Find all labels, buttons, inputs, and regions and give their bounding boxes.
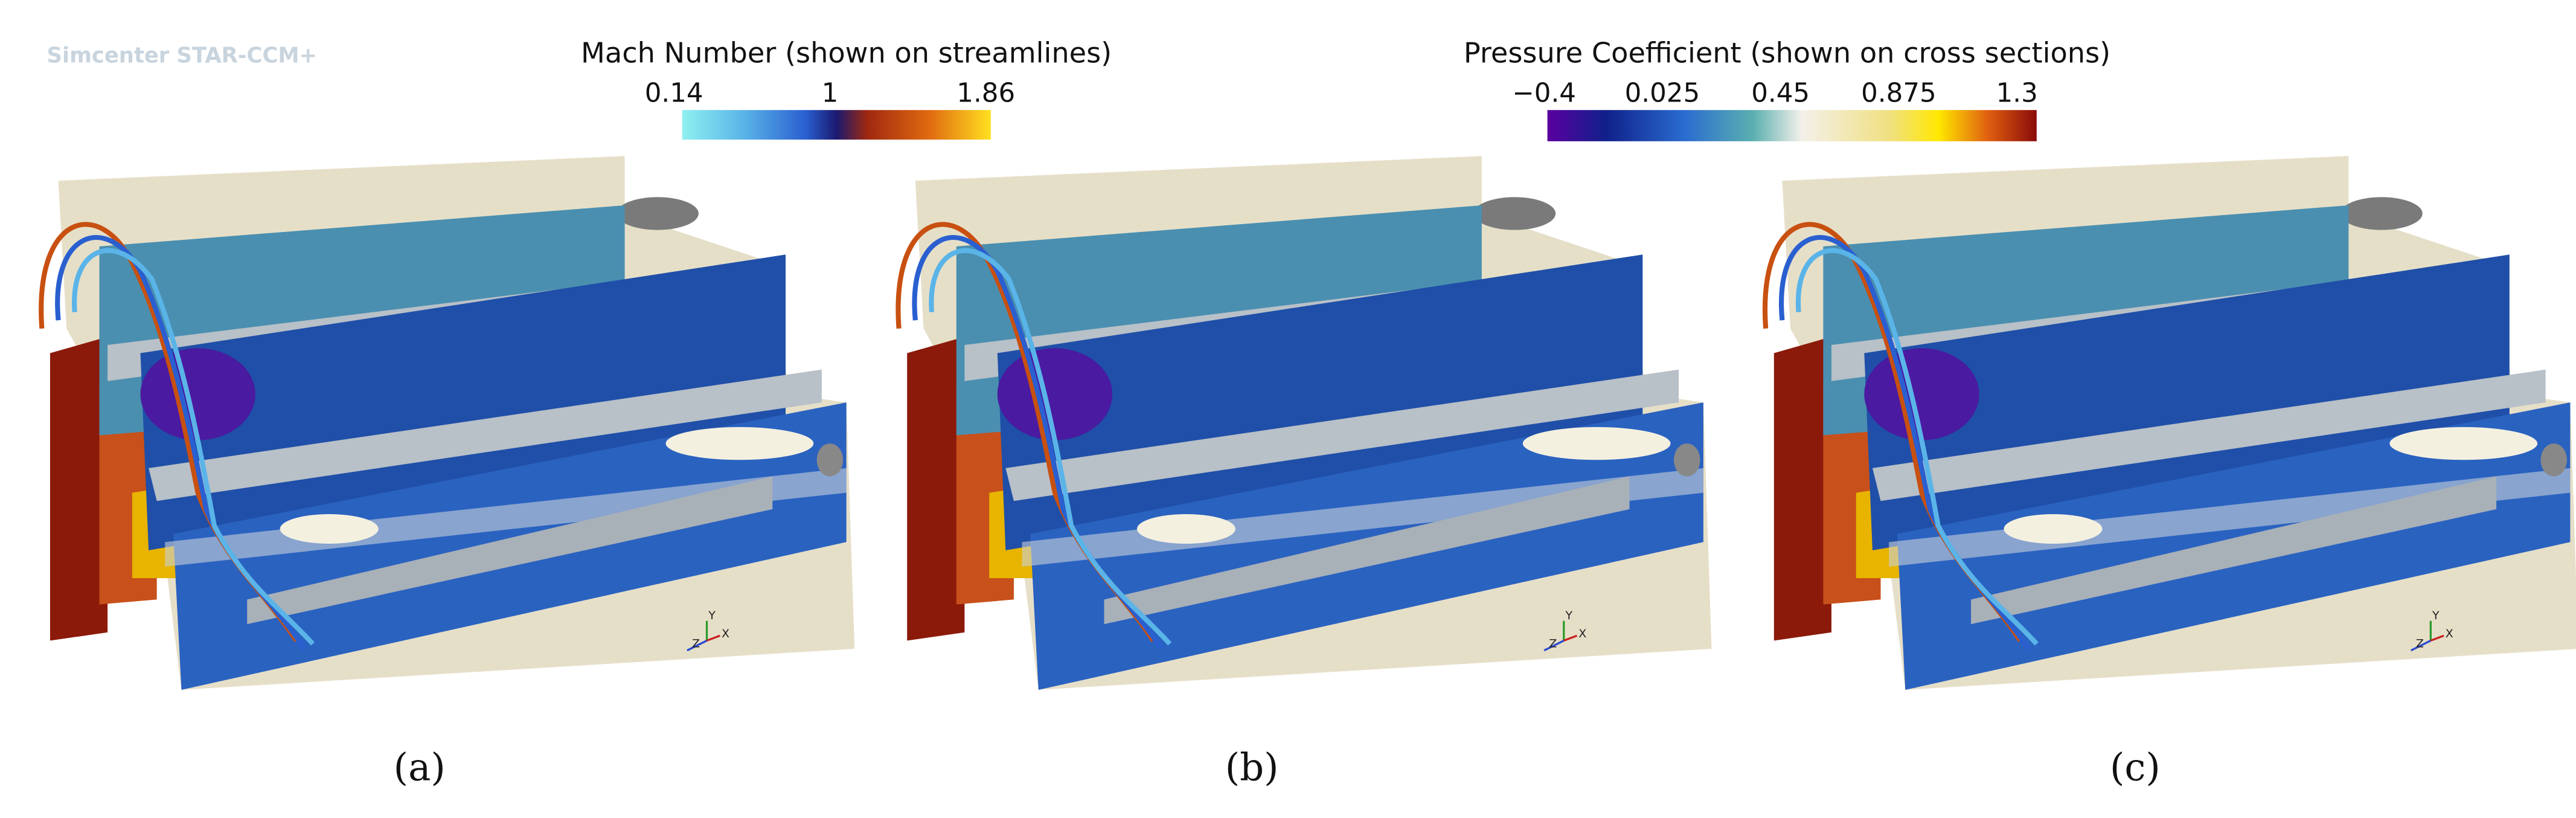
axis [1543,639,1565,652]
colorbar-tick-label: −0.4 [1512,79,1576,109]
colorbar-title: Mach Number (shown on streamlines) [581,36,1112,69]
colorbar-tick-label: 1 [822,79,839,109]
axis-label: Z [1549,637,1557,650]
colorbar-tick-label: 0.45 [1751,79,1810,109]
axis-label: Z [692,637,700,650]
cfd-panel: Y Z X [1765,156,2576,690]
axis-triad: Y Z X [1543,609,1586,652]
panel-label: (b) [1225,745,1279,789]
axis-label: X [1578,627,1586,640]
axis [706,634,720,642]
axis-label: Z [2416,637,2424,650]
colorbar-tick-label: 0.025 [1625,79,1700,109]
colorbar-title: Pressure Coefficient (shown on cross sec… [1464,36,2110,69]
axis [2410,639,2432,652]
colorbar-tick-label: 1.3 [1996,79,2038,109]
axis [2430,634,2444,642]
axis-label: Y [1565,609,1572,622]
axis-label: X [722,627,729,640]
flow-render [898,156,1711,690]
axis-label: Y [708,609,716,622]
colorbar [682,110,991,140]
colorbar-tick-label: 0.14 [645,79,703,109]
axis-triad: Y Z X [687,609,729,652]
watermark: Simcenter STAR-CCM+ [47,43,318,68]
axis-label: Y [2432,609,2440,622]
panel-label: (a) [394,745,446,789]
panel-label: (c) [2110,745,2161,789]
flow-render [1765,156,2576,690]
axis-label: X [2446,627,2453,640]
axis [687,639,708,652]
flow-render [41,156,854,690]
cfd-panel: Y Z X [898,156,1711,690]
colorbar [1547,110,2037,141]
axis-triad: Y Z X [2410,609,2453,652]
colorbar-tick-label: 1.86 [956,79,1015,109]
cfd-panel: Y Z X [41,156,854,690]
colorbar-tick-label: 0.875 [1861,79,1937,109]
axis [1563,634,1578,642]
